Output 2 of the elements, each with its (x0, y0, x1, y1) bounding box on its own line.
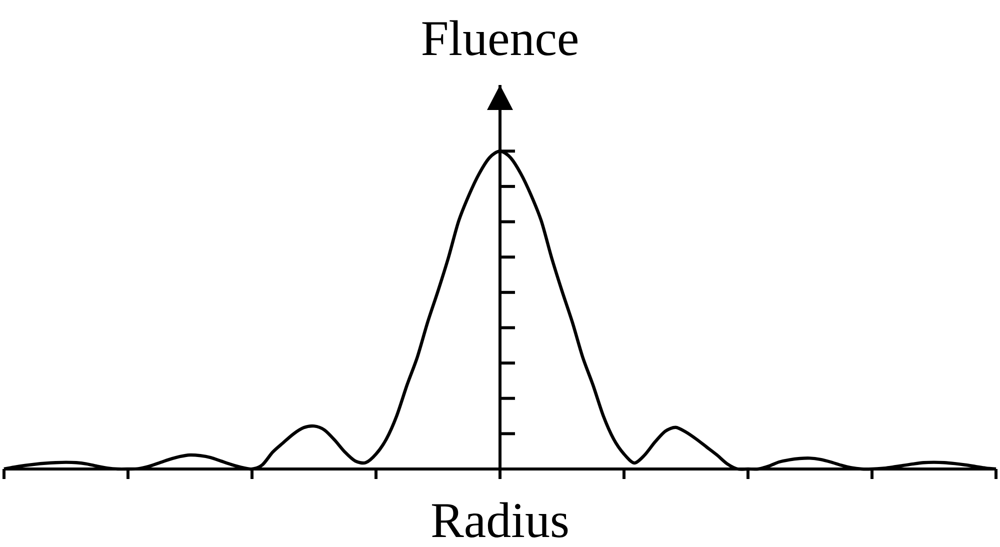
y-axis-title: Fluence (422, 20, 578, 56)
x-axis-title: Radius (432, 502, 568, 538)
